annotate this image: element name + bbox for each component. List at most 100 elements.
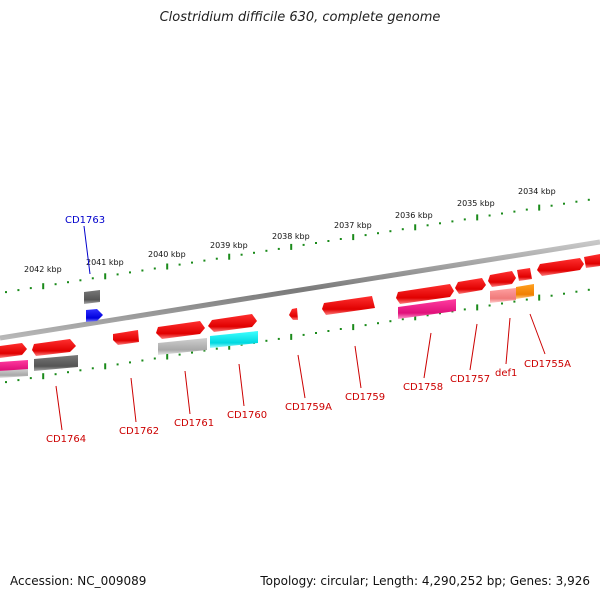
genome-title: Clostridium difficile 630, complete geno…	[159, 10, 441, 25]
kbp-minor-tick	[439, 222, 441, 225]
gene-label-cd1760[interactable]: CD1760	[227, 410, 267, 421]
kbp-minor-tick	[501, 302, 503, 305]
kbp-minor-tick	[302, 333, 305, 336]
kbp-minor-tick	[129, 271, 131, 274]
kbp-scale-outer	[5, 198, 590, 294]
kbp-major-tick	[104, 363, 107, 370]
kbp-minor-tick	[54, 283, 57, 286]
gene-arrow[interactable]	[113, 330, 139, 345]
callout-line	[83, 225, 91, 275]
gene-arrow[interactable]	[396, 284, 454, 304]
gene-arrow[interactable]	[289, 308, 298, 320]
genome-stats-text: Topology: circular; Length: 4,290,252 bp…	[260, 574, 590, 588]
kbp-minor-tick	[389, 230, 392, 233]
gene-arrow[interactable]	[208, 314, 257, 332]
kbp-label: 2036 kbp	[395, 211, 433, 220]
gene-box[interactable]	[158, 338, 207, 355]
kbp-major-tick	[42, 283, 45, 290]
callout-line	[55, 385, 63, 431]
gene-features-secondary	[0, 284, 534, 378]
kbp-minor-tick	[587, 288, 590, 291]
gene-box[interactable]	[516, 284, 534, 299]
gene-arrow[interactable]	[537, 258, 584, 276]
kbp-major-tick	[42, 373, 45, 380]
kbp-major-tick	[538, 204, 541, 211]
gene-box[interactable]	[34, 355, 78, 371]
kbp-minor-tick	[153, 357, 156, 360]
kbp-minor-tick	[377, 322, 379, 325]
kbp-minor-tick	[451, 220, 454, 223]
kbp-label: 2037 kbp	[334, 221, 372, 230]
kbp-minor-tick	[339, 328, 342, 330]
kbp-minor-tick	[191, 261, 193, 264]
kbp-major-tick	[228, 253, 231, 260]
gene-box[interactable]	[490, 288, 516, 303]
gene-label-cd1761[interactable]: CD1761	[174, 418, 214, 429]
gene-label-cd1758[interactable]: CD1758	[403, 382, 443, 393]
kbp-minor-tick	[563, 292, 565, 295]
gene-arrow[interactable]	[488, 271, 516, 287]
kbp-minor-tick	[315, 332, 317, 334]
gene-arrow[interactable]	[322, 296, 375, 315]
kbp-major-tick	[166, 263, 169, 270]
kbp-labels: 2042 kbp 2041 kbp 2040 kbp 2039 kbp 2038…	[24, 187, 556, 274]
gene-label-cd1759a[interactable]: CD1759A	[285, 402, 332, 413]
gene-arrow[interactable]	[32, 339, 76, 356]
kbp-minor-tick	[488, 214, 491, 217]
kbp-minor-tick	[488, 304, 491, 307]
kbp-minor-tick	[178, 353, 181, 356]
kbp-major-tick	[352, 324, 355, 331]
gene-box[interactable]	[398, 299, 456, 319]
gene-arrow-cd1763[interactable]	[84, 290, 100, 304]
callout-line	[238, 363, 245, 407]
kbp-label: 2034 kbp	[518, 187, 556, 196]
gene-arrow[interactable]	[455, 278, 486, 294]
kbp-minor-tick	[265, 249, 268, 252]
gene-arrow[interactable]	[156, 321, 205, 339]
kbp-minor-tick	[91, 367, 94, 370]
kbp-minor-tick	[563, 202, 565, 205]
kbp-label: 2040 kbp	[148, 250, 186, 259]
callout-line	[297, 354, 306, 399]
gene-box[interactable]	[210, 331, 258, 348]
gene-label-cd1759[interactable]: CD1759	[345, 392, 385, 403]
kbp-minor-tick	[54, 373, 57, 376]
kbp-minor-tick	[327, 240, 330, 242]
gene-label-cd1763[interactable]: CD1763	[65, 215, 105, 226]
kbp-minor-tick	[389, 320, 392, 323]
kbp-major-tick	[476, 214, 479, 221]
kbp-minor-tick	[575, 200, 578, 203]
gene-arrow[interactable]	[0, 343, 27, 358]
gene-arrow-cd1763-blue[interactable]	[86, 309, 103, 322]
kbp-minor-tick	[426, 224, 429, 227]
kbp-major-tick	[104, 273, 107, 280]
gene-arrow[interactable]	[517, 268, 532, 281]
kbp-minor-tick	[339, 238, 342, 240]
kbp-minor-tick	[203, 349, 206, 352]
kbp-minor-tick	[426, 314, 429, 317]
gene-arrow[interactable]	[584, 254, 600, 268]
kbp-minor-tick	[215, 347, 218, 350]
callout-line	[423, 332, 432, 379]
genome-backbone	[0, 239, 600, 341]
kbp-minor-tick	[129, 361, 131, 364]
kbp-label: 2038 kbp	[272, 232, 310, 241]
gene-label-cd1762[interactable]: CD1762	[119, 426, 159, 437]
gene-label-cd1757[interactable]: CD1757	[450, 374, 490, 385]
kbp-major-tick	[352, 234, 355, 241]
callout-line	[505, 317, 511, 365]
kbp-major-tick	[290, 333, 293, 340]
kbp-minor-tick	[277, 337, 280, 340]
kbp-minor-tick	[315, 242, 317, 244]
kbp-minor-tick	[240, 253, 243, 256]
gene-callouts	[55, 225, 546, 431]
gene-label-cd1764[interactable]: CD1764	[46, 434, 86, 445]
gene-box[interactable]	[0, 369, 28, 378]
kbp-minor-tick	[377, 232, 379, 235]
kbp-minor-tick	[401, 228, 404, 231]
gene-label-def1[interactable]: def1	[495, 368, 517, 379]
kbp-minor-tick	[203, 259, 206, 262]
kbp-scale-inner	[5, 288, 590, 384]
gene-label-cd1755a[interactable]: CD1755A	[524, 359, 571, 370]
